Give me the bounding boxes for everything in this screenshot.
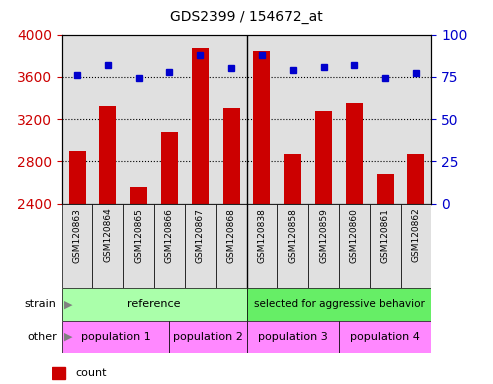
Bar xyxy=(308,204,339,288)
Text: population 2: population 2 xyxy=(173,332,243,342)
Text: GSM120859: GSM120859 xyxy=(319,208,328,263)
Bar xyxy=(408,154,424,204)
Text: GDS2399 / 154672_at: GDS2399 / 154672_at xyxy=(170,10,323,24)
Bar xyxy=(216,204,246,288)
Text: GSM120864: GSM120864 xyxy=(104,208,112,263)
Bar xyxy=(377,174,393,204)
Text: GSM120861: GSM120861 xyxy=(381,208,389,263)
Bar xyxy=(246,288,431,321)
Bar xyxy=(62,204,93,288)
Text: population 4: population 4 xyxy=(350,332,420,342)
Text: GSM120867: GSM120867 xyxy=(196,208,205,263)
Bar xyxy=(253,51,270,204)
Bar xyxy=(223,109,240,204)
Bar xyxy=(315,111,332,204)
Text: reference: reference xyxy=(127,299,181,310)
Text: other: other xyxy=(27,332,57,342)
Text: GSM120858: GSM120858 xyxy=(288,208,297,263)
Bar xyxy=(246,321,339,353)
Bar xyxy=(339,204,370,288)
Bar xyxy=(192,48,209,204)
Bar xyxy=(69,151,85,204)
Text: strain: strain xyxy=(25,299,57,310)
Text: selected for aggressive behavior: selected for aggressive behavior xyxy=(253,299,424,310)
Bar xyxy=(339,321,431,353)
Text: ▶: ▶ xyxy=(64,332,72,342)
Bar xyxy=(370,204,400,288)
Bar xyxy=(62,288,246,321)
Bar xyxy=(123,204,154,288)
Bar xyxy=(161,132,178,204)
Bar xyxy=(277,204,308,288)
Bar xyxy=(52,367,66,379)
Bar xyxy=(93,204,123,288)
Text: GSM120863: GSM120863 xyxy=(72,208,81,263)
Text: GSM120865: GSM120865 xyxy=(134,208,143,263)
Bar xyxy=(400,204,431,288)
Bar xyxy=(154,204,185,288)
Text: GSM120862: GSM120862 xyxy=(412,208,421,263)
Text: count: count xyxy=(75,368,106,378)
Bar xyxy=(185,204,216,288)
Text: population 1: population 1 xyxy=(81,332,150,342)
Bar xyxy=(346,103,363,204)
Bar xyxy=(62,321,170,353)
Bar xyxy=(100,106,116,204)
Text: ▶: ▶ xyxy=(64,299,72,310)
Text: GSM120838: GSM120838 xyxy=(257,208,266,263)
Bar xyxy=(170,321,246,353)
Bar xyxy=(130,187,147,204)
Text: population 3: population 3 xyxy=(258,332,327,342)
Text: GSM120866: GSM120866 xyxy=(165,208,174,263)
Text: GSM120860: GSM120860 xyxy=(350,208,359,263)
Bar xyxy=(284,154,301,204)
Bar xyxy=(246,204,277,288)
Text: GSM120868: GSM120868 xyxy=(227,208,236,263)
